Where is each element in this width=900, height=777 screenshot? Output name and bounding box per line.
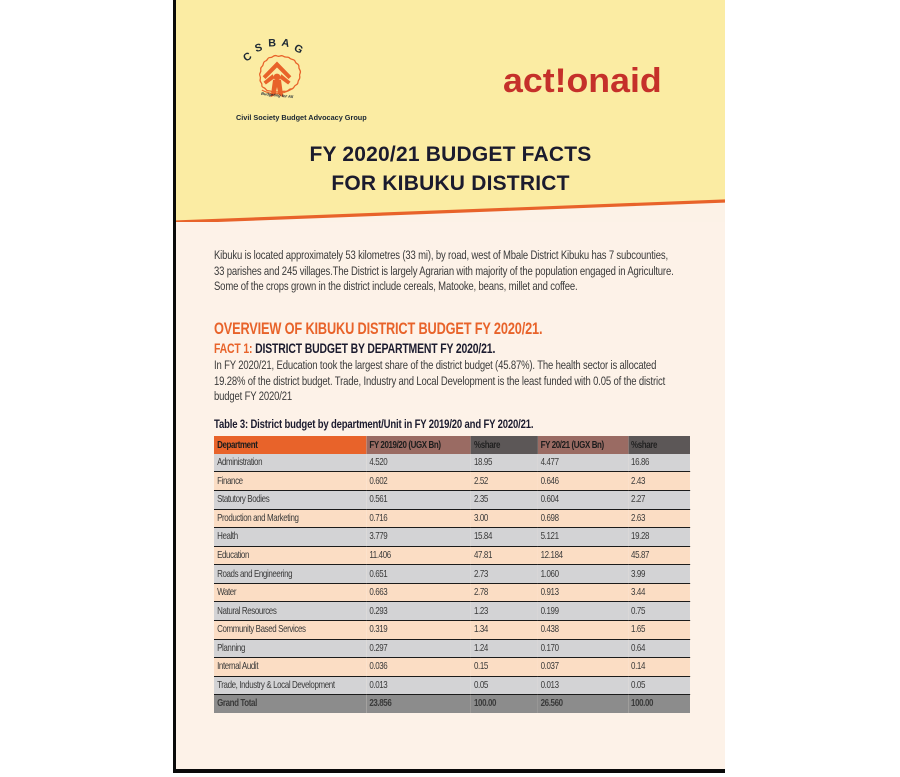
svg-text:G: G — [292, 42, 305, 57]
svg-text:A: A — [281, 37, 291, 50]
svg-text:S: S — [254, 41, 264, 55]
svg-text:Budgeting for All: Budgeting for All — [261, 91, 294, 99]
svg-text:B: B — [268, 37, 276, 49]
svg-text:C: C — [241, 50, 254, 64]
